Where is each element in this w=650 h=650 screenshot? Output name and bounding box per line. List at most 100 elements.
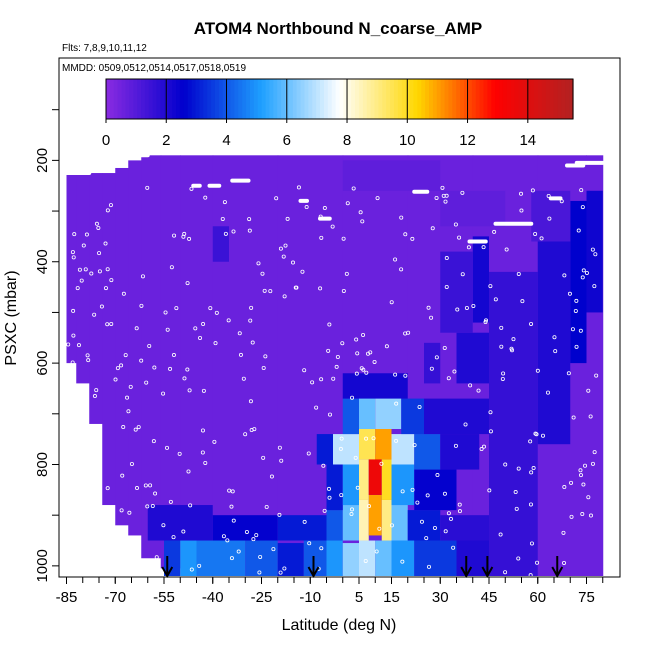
colorbar-swatch — [195, 79, 200, 119]
colorbar-tick-label: 14 — [519, 132, 536, 149]
sample-point — [169, 265, 174, 270]
colorbar-swatch — [183, 79, 189, 119]
colorbar-swatch — [187, 79, 193, 119]
sample-point — [364, 370, 369, 375]
colorbar-tick-label: 6 — [283, 132, 291, 149]
colorbar-swatch — [553, 79, 559, 119]
colorbar-swatch — [549, 79, 555, 119]
sample-point — [567, 291, 572, 296]
x-tick-label: -10 — [299, 589, 321, 606]
sample-point — [335, 354, 340, 359]
colorbar-swatch — [382, 79, 387, 119]
colorbar-swatch — [518, 79, 524, 119]
sample-point — [424, 536, 429, 541]
heat-cell — [147, 505, 213, 541]
sample-point — [319, 235, 324, 240]
sample-point — [353, 455, 358, 460]
heat-cell — [414, 434, 441, 470]
heat-cell — [440, 190, 506, 227]
sample-point — [249, 305, 254, 310]
sample-point — [580, 512, 585, 517]
sample-point — [488, 429, 493, 434]
sample-point — [277, 445, 282, 450]
sample-point — [561, 530, 566, 535]
sample-point — [252, 427, 257, 432]
sample-point — [163, 310, 168, 315]
heat-cell — [359, 393, 376, 430]
colorbar-swatch — [242, 79, 247, 119]
colorbar-swatch — [179, 79, 185, 119]
heat-cell — [537, 241, 571, 445]
colorbar-swatch — [413, 79, 418, 119]
heat-cell — [326, 510, 343, 541]
sample-point — [76, 343, 81, 348]
heat-cell — [342, 505, 359, 541]
colorbar-swatch — [479, 79, 485, 119]
sample-point — [187, 388, 192, 393]
colorbar-swatch — [226, 79, 232, 119]
column-bg — [76, 173, 90, 384]
colorbar-swatch — [417, 79, 422, 119]
sample-point — [501, 371, 506, 376]
colorbar-swatch — [409, 79, 415, 119]
sample-point — [223, 231, 228, 236]
sample-point — [345, 201, 350, 206]
heat-cell — [489, 271, 538, 576]
sample-point — [241, 376, 246, 381]
sample-point — [151, 439, 156, 444]
heat-cell — [303, 540, 327, 576]
colorbar-swatch — [339, 79, 344, 119]
sample-point — [269, 474, 274, 479]
sample-point — [94, 388, 99, 393]
chart-title: ATOM4 Northbound N_coarse_AMP — [194, 19, 482, 38]
sample-point — [94, 221, 99, 226]
x-tick-label: 45 — [481, 589, 498, 606]
sample-point — [484, 318, 489, 323]
sample-point — [279, 458, 284, 463]
sample-point — [457, 235, 462, 240]
sample-point — [105, 322, 110, 327]
colorbar-swatch — [211, 79, 216, 119]
sample-point — [499, 344, 504, 349]
sample-point — [97, 269, 102, 274]
sample-point — [546, 193, 551, 198]
sample-point — [452, 369, 457, 374]
colorbar-swatch — [534, 79, 539, 119]
sample-point — [562, 560, 567, 565]
heat-cell — [414, 469, 457, 511]
sample-point — [510, 348, 515, 353]
sample-point — [278, 246, 283, 251]
colorbar-swatch — [265, 79, 271, 119]
sample-point — [121, 291, 126, 296]
colorbar-swatch — [530, 79, 535, 119]
colorbar-swatch — [218, 79, 224, 119]
sample-point — [182, 231, 187, 236]
sample-point — [322, 206, 327, 211]
sample-point — [244, 529, 249, 534]
sample-point — [281, 254, 286, 259]
flight-track — [64, 153, 605, 244]
colorbar-swatch — [386, 79, 391, 119]
sample-point — [268, 289, 273, 294]
sample-point — [208, 306, 213, 311]
colorbar-swatch — [312, 79, 317, 119]
sample-point — [562, 273, 567, 278]
sample-point — [103, 241, 108, 246]
colorbar-swatch — [191, 79, 197, 119]
sample-point — [590, 247, 595, 252]
heat-cell — [391, 505, 408, 541]
sample-point — [134, 326, 139, 331]
colorbar-swatch — [172, 79, 177, 119]
sample-point — [457, 509, 462, 514]
colorbar-swatch — [374, 79, 380, 119]
heat-cell — [180, 540, 197, 576]
colorbar-swatch — [440, 79, 446, 119]
sample-point — [230, 489, 235, 494]
sample-point — [514, 506, 519, 511]
y-tick-label: 800 — [34, 452, 51, 477]
sample-point — [128, 384, 133, 389]
sample-point — [580, 205, 585, 210]
sample-point — [448, 516, 453, 521]
colorbar-swatch — [207, 79, 212, 119]
